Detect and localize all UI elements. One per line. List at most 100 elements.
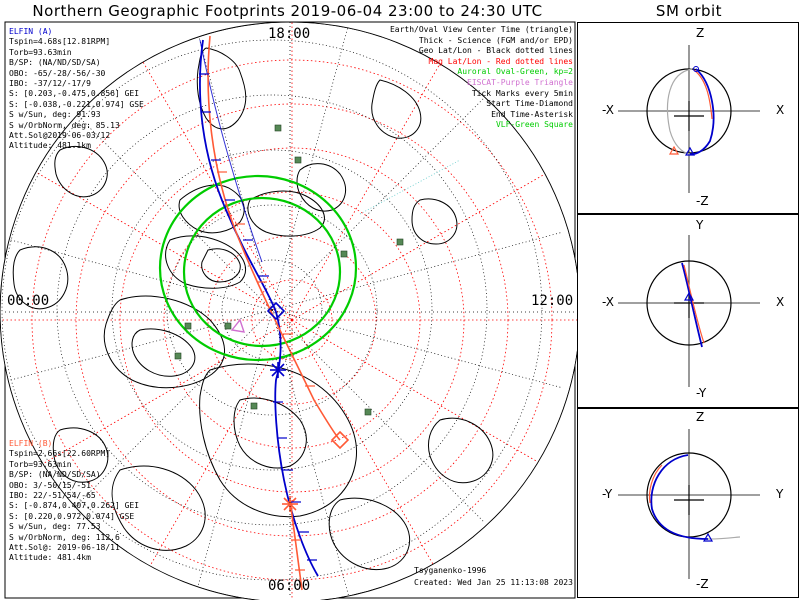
orbit-xy-right-label: X xyxy=(776,295,785,309)
legend-entry: Start Time-Diamond xyxy=(486,99,573,109)
elfin-b-line: Altitude: 481.4km xyxy=(9,553,91,563)
elfin-a-info: ELFIN (A) Tspin=4.68s[12.81RPM] Torb=93.… xyxy=(9,27,144,152)
elfin-a-track xyxy=(199,39,319,577)
elfin-a-line: Torb=93.63min xyxy=(9,47,72,57)
geo-lon-line xyxy=(59,97,273,311)
elfin-a-tail xyxy=(199,39,263,263)
geo-lon-line xyxy=(271,22,350,311)
elfin-a-line: B/SP: (NA/ND/SD/SA) xyxy=(9,58,101,68)
elfin-b-line: B/SP: (NA/ND/SD/SA) xyxy=(9,470,101,480)
page-title: Northern Geographic Footprints 2019-06-0… xyxy=(32,2,543,20)
elfin-b-line: S w/Sun, deg: 77.53 xyxy=(9,522,101,532)
geo-lon-line xyxy=(271,309,350,600)
legend-entry: Tick Marks every 5min xyxy=(471,88,573,98)
orbit-xy-left-label: -X xyxy=(602,295,614,309)
elfin-a-header: ELFIN (A) xyxy=(9,27,53,36)
elfin-a-line: Altitude: 481.1km xyxy=(9,141,91,151)
elfin-b-line: IBO: 22/-51/54/-65 xyxy=(9,490,96,500)
legend-entry: EISCAT-Purple Triangle xyxy=(467,77,573,87)
geo-lon-line xyxy=(271,97,485,311)
legend-entry: VLF-Green Square xyxy=(495,120,573,130)
geo-lon-line xyxy=(194,309,273,600)
elfin-a-line: IBO: -37/12/-17/9 xyxy=(9,78,91,88)
elfin-a-line: Att.Sol@2019-06-03/12 xyxy=(9,130,111,140)
time-label-bottom: 06:00 xyxy=(268,578,311,594)
elfin-a-line: S w/OrbNorm, deg: 85.13 xyxy=(9,120,120,130)
orbit-yz-left-label: -Y xyxy=(602,487,613,501)
elfin-b-line: Att.Sol@: 2019-06-18/11 xyxy=(9,542,120,552)
elfin-b-line: S: [-0.874,0.407,0.262] GEI xyxy=(9,501,140,511)
elfin-b-header: ELFIN (B) xyxy=(9,439,53,448)
orbit-panel-xz: Z -Z -X X xyxy=(577,22,799,214)
vlf-square xyxy=(340,250,348,258)
time-label-left: 00:00 xyxy=(7,293,50,309)
geo-lat-circle xyxy=(166,204,378,416)
geo-lon-line xyxy=(271,309,485,523)
orbit-title: SM orbit xyxy=(655,2,723,20)
elfin-a-line: S w/Sun, deg: 91.93 xyxy=(9,110,101,120)
geo-lon-line xyxy=(271,232,562,311)
orbit-xz-top-label: Z xyxy=(696,26,705,40)
orbit-xy-top-label: Y xyxy=(696,218,704,232)
vlf-square xyxy=(274,124,282,132)
legend-entry: Earth/Oval View Center Time (triangle) xyxy=(389,25,573,34)
vlf-stations xyxy=(174,124,404,416)
tick-marks xyxy=(199,73,317,571)
model-label: Tsyganenko-1996 xyxy=(414,566,487,575)
created-label: Created: Wed Jan 25 11:13:08 2023 xyxy=(414,578,573,587)
elfin-b-line: S w/OrbNorm, deg: 112.6 xyxy=(9,532,120,542)
vlf-square xyxy=(224,322,232,330)
geo-lat-circle xyxy=(1,39,543,581)
time-label-right: 12:00 xyxy=(531,293,574,309)
map-center-cross xyxy=(5,22,575,598)
elfin-b-start-diamond xyxy=(330,430,350,450)
orbit-xz-right-label: X xyxy=(776,103,785,117)
orbit-yz-bottom-label: -Z xyxy=(696,577,709,591)
legend-entry: Thick - Science (FGM and/or EPD) xyxy=(418,35,573,45)
geo-lon-line xyxy=(0,232,273,311)
elfin-b-line: Torb=93.63min xyxy=(9,459,72,469)
legend: Earth/Oval View Center Time (triangle) T… xyxy=(390,25,573,131)
geo-lon-line xyxy=(0,309,273,388)
geographic-lat-lon-grid xyxy=(0,22,562,600)
vlf-square xyxy=(250,402,258,410)
elfin-b-line: S: [0.220,0.972,0.074] GSE xyxy=(9,511,135,521)
elfin-b-line: Tspin=2.66s[22.60RPM] xyxy=(9,449,111,459)
vlf-square xyxy=(396,238,404,246)
footprint-map xyxy=(0,21,577,600)
geo-lon-line xyxy=(59,309,273,523)
vlf-square xyxy=(364,408,372,416)
orbit-panel-yz: Z -Z -Y Y xyxy=(577,408,799,598)
elfin-a-line: OBO: -65/-28/-56/-30 xyxy=(9,68,106,78)
orbit-xy-bottom-label: -Y xyxy=(696,386,707,400)
geo-lat-circle xyxy=(56,94,488,526)
legend-entry: Auroral Oval-Green, kp=2 xyxy=(457,67,573,77)
eiscat-triangle xyxy=(230,318,246,333)
elfin-b-track xyxy=(207,35,341,441)
legend-entry: Geo Lat/Lon - Black dotted lines xyxy=(418,46,573,56)
legend-entry: Mag Lat/Lon - Red dotted lines xyxy=(428,56,574,66)
orbit-xz-bottom-label: -Z xyxy=(696,194,709,208)
time-label-top: 18:00 xyxy=(268,26,311,42)
elfin-a-line: S: [0.203,-0.475,0.856] GEI xyxy=(9,89,140,99)
magnetic-lat-lon-grid xyxy=(0,22,577,600)
vlf-square xyxy=(184,322,192,330)
vlf-square xyxy=(294,156,302,164)
elfin-a-end-asterisk xyxy=(270,362,286,378)
elfin-b-track-lower xyxy=(289,499,303,591)
legend-entry: End Time-Asterisk xyxy=(491,109,573,119)
auroral-oval xyxy=(158,174,358,362)
orbit-yz-top-label: Z xyxy=(696,410,705,424)
orbit-yz-right-label: Y xyxy=(776,487,784,501)
geo-lon-line xyxy=(271,309,562,388)
elfin-a-line: S: [-0.038,-0.221,0.974] GSE xyxy=(9,99,144,109)
view-center-connector xyxy=(359,159,461,215)
coastlines xyxy=(12,47,494,570)
geo-lat-circle xyxy=(111,149,433,471)
elfin-b-line: OBO: 3/-50/15/-51 xyxy=(9,480,91,490)
orbit-xz-left-label: -X xyxy=(602,103,614,117)
vlf-square xyxy=(174,352,182,360)
elfin-a-line: Tspin=4.68s[12.81RPM] xyxy=(9,37,111,47)
elfin-a-start-diamond xyxy=(266,301,286,321)
elfin-b-info: ELFIN (B) Tspin=2.66s[22.60RPM] Torb=93.… xyxy=(9,439,139,564)
